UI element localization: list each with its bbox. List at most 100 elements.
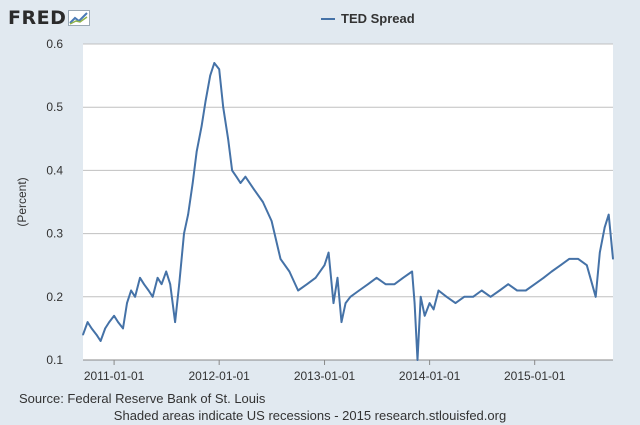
data-point bbox=[288, 270, 291, 273]
data-point bbox=[498, 289, 501, 292]
data-point bbox=[95, 333, 98, 336]
data-point bbox=[151, 296, 154, 298]
data-point bbox=[314, 277, 317, 279]
data-point bbox=[524, 289, 527, 292]
data-point bbox=[384, 283, 387, 285]
trend-chart-icon bbox=[68, 10, 91, 26]
data-point bbox=[375, 277, 378, 279]
data-point bbox=[147, 289, 150, 292]
data-point bbox=[227, 138, 229, 140]
data-point bbox=[603, 226, 606, 229]
x-tick-label: 2011-01-01 bbox=[84, 369, 145, 383]
data-point bbox=[169, 283, 172, 285]
data-point bbox=[222, 106, 225, 108]
source-note: Source: Federal Reserve Bank of St. Loui… bbox=[19, 391, 266, 406]
data-point bbox=[113, 314, 115, 317]
data-point bbox=[200, 125, 203, 127]
data-point bbox=[607, 213, 610, 216]
data-point bbox=[213, 62, 216, 64]
chart-legend[interactable]: TED Spread bbox=[321, 11, 415, 26]
data-point bbox=[82, 333, 84, 336]
data-point bbox=[130, 289, 132, 292]
data-point bbox=[594, 296, 597, 298]
data-point bbox=[90, 327, 93, 330]
data-point bbox=[195, 150, 198, 153]
recession-note: Shaded areas indicate US recessions - 20… bbox=[113, 408, 507, 423]
x-tick-label: 2015-01-01 bbox=[504, 369, 566, 383]
y-axis-label: (Percent) bbox=[15, 177, 29, 226]
data-point bbox=[598, 251, 601, 254]
data-point bbox=[134, 296, 136, 298]
data-point bbox=[336, 277, 339, 279]
data-point bbox=[559, 264, 562, 267]
plot-area bbox=[83, 44, 613, 360]
data-point bbox=[413, 302, 416, 304]
data-point bbox=[108, 321, 110, 323]
data-point bbox=[139, 277, 141, 279]
data-point bbox=[463, 296, 465, 298]
data-point bbox=[218, 68, 220, 71]
data-point bbox=[191, 182, 194, 184]
data-point bbox=[122, 327, 124, 330]
data-point bbox=[367, 283, 369, 285]
data-point bbox=[489, 296, 492, 298]
data-point bbox=[117, 321, 119, 323]
data-point bbox=[244, 175, 247, 178]
data-point bbox=[437, 289, 440, 292]
data-point bbox=[204, 100, 207, 102]
data-point bbox=[542, 277, 545, 279]
data-point bbox=[550, 270, 553, 273]
data-point bbox=[253, 188, 255, 191]
y-tick-label: 0.2 bbox=[46, 290, 63, 304]
data-point bbox=[174, 321, 176, 323]
data-point bbox=[178, 283, 180, 285]
data-point bbox=[279, 258, 282, 260]
legend-swatch bbox=[321, 17, 335, 20]
data-point bbox=[104, 327, 106, 330]
data-point bbox=[393, 283, 396, 285]
data-point bbox=[533, 283, 536, 285]
y-tick-label: 0.3 bbox=[46, 227, 63, 241]
y-tick-label: 0.4 bbox=[46, 163, 63, 177]
data-point bbox=[445, 296, 448, 298]
data-point bbox=[586, 264, 588, 267]
data-point bbox=[323, 264, 326, 267]
data-point bbox=[423, 314, 426, 317]
data-point bbox=[160, 283, 163, 285]
fred-logo[interactable]: FRED bbox=[8, 6, 91, 30]
data-point bbox=[349, 296, 352, 298]
data-point bbox=[327, 251, 330, 254]
data-point bbox=[297, 289, 299, 292]
y-tick-label: 0.6 bbox=[46, 37, 63, 51]
x-tick-label: 2012-01-01 bbox=[188, 369, 250, 383]
data-point bbox=[454, 302, 457, 304]
data-point bbox=[516, 289, 518, 292]
data-point bbox=[428, 302, 431, 304]
data-point bbox=[165, 270, 167, 273]
x-tick-label: 2014-01-01 bbox=[399, 369, 461, 383]
data-point bbox=[340, 321, 343, 323]
data-point bbox=[262, 201, 264, 203]
data-point bbox=[416, 359, 419, 361]
data-point bbox=[143, 283, 145, 285]
data-point bbox=[209, 74, 212, 77]
legend-label: TED Spread bbox=[341, 11, 415, 26]
data-point bbox=[411, 270, 413, 273]
line-chart: 0.1 0.2 0.3 0.4 0.5 0.6 2011-01-01 2012-01-01 20… bbox=[15, 37, 614, 383]
data-point bbox=[480, 289, 483, 292]
data-point bbox=[156, 277, 159, 279]
data-point bbox=[472, 296, 474, 298]
data-point bbox=[577, 258, 579, 260]
data-point bbox=[344, 302, 347, 304]
data-point bbox=[270, 220, 273, 222]
logo-text: FRED bbox=[8, 7, 67, 29]
y-tick-label: 0.5 bbox=[46, 100, 63, 114]
y-tick-label: 0.1 bbox=[46, 353, 63, 367]
data-point bbox=[99, 340, 102, 342]
data-point bbox=[183, 232, 185, 235]
data-point bbox=[126, 302, 128, 304]
data-point bbox=[419, 296, 422, 298]
data-point bbox=[568, 258, 571, 260]
data-point bbox=[235, 175, 238, 178]
data-point bbox=[86, 321, 89, 323]
